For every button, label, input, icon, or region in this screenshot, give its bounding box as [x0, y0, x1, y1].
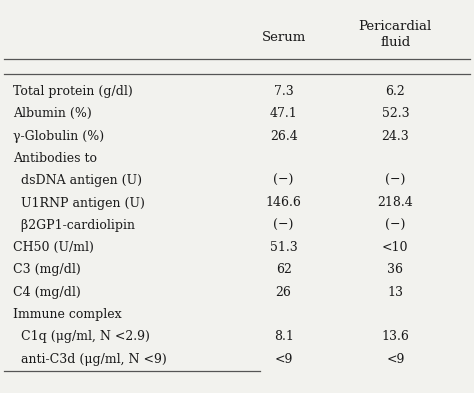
Text: 26: 26: [275, 286, 292, 299]
Text: 36: 36: [387, 263, 403, 276]
Text: (−): (−): [385, 174, 406, 187]
Text: 47.1: 47.1: [270, 107, 298, 120]
Text: CH50 (U/ml): CH50 (U/ml): [13, 241, 94, 254]
Text: 52.3: 52.3: [382, 107, 409, 120]
Text: Immune complex: Immune complex: [13, 308, 122, 321]
Text: <9: <9: [386, 353, 404, 365]
Text: C3 (mg/dl): C3 (mg/dl): [13, 263, 81, 276]
Text: Total protein (g/dl): Total protein (g/dl): [13, 85, 133, 98]
Text: <9: <9: [274, 353, 293, 365]
Text: anti-C3d (μg/ml, N <9): anti-C3d (μg/ml, N <9): [13, 353, 167, 365]
Text: Serum: Serum: [262, 31, 306, 44]
Text: 146.6: 146.6: [265, 196, 301, 209]
Text: β2GP1-cardiolipin: β2GP1-cardiolipin: [13, 219, 136, 232]
Text: dsDNA antigen (U): dsDNA antigen (U): [13, 174, 143, 187]
Text: 26.4: 26.4: [270, 130, 298, 143]
Text: 51.3: 51.3: [270, 241, 298, 254]
Text: 13: 13: [387, 286, 403, 299]
Text: (−): (−): [385, 219, 406, 232]
Text: 6.2: 6.2: [385, 85, 405, 98]
Text: 218.4: 218.4: [377, 196, 413, 209]
Text: (−): (−): [273, 174, 294, 187]
Text: C1q (μg/ml, N <2.9): C1q (μg/ml, N <2.9): [13, 331, 150, 343]
Text: Pericardial
fluid: Pericardial fluid: [359, 20, 432, 49]
Text: Antibodies to: Antibodies to: [13, 152, 98, 165]
Text: Albumin (%): Albumin (%): [13, 107, 92, 120]
Text: U1RNP antigen (U): U1RNP antigen (U): [13, 196, 146, 209]
Text: <10: <10: [382, 241, 409, 254]
Text: 7.3: 7.3: [273, 85, 293, 98]
Text: 13.6: 13.6: [382, 331, 409, 343]
Text: 8.1: 8.1: [273, 331, 293, 343]
Text: (−): (−): [273, 219, 294, 232]
Text: γ-Globulin (%): γ-Globulin (%): [13, 130, 105, 143]
Text: 24.3: 24.3: [382, 130, 409, 143]
Text: 62: 62: [275, 263, 292, 276]
Text: C4 (mg/dl): C4 (mg/dl): [13, 286, 81, 299]
